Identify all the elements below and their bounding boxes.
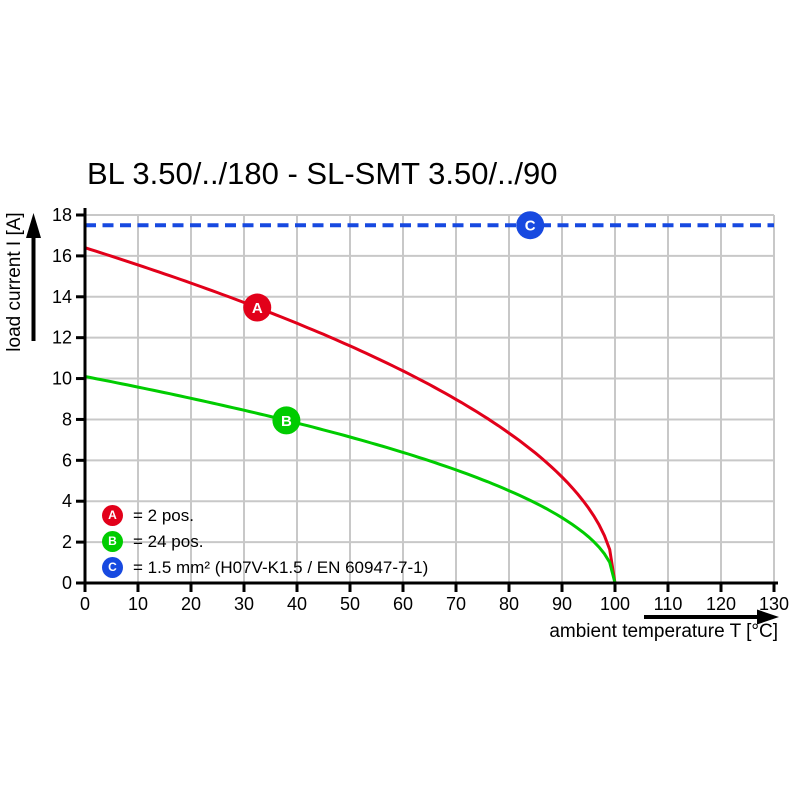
legend-label: = 1.5 mm² (H07V-K1.5 / EN 60947-7-1) bbox=[133, 557, 429, 577]
x-tick-label: 0 bbox=[80, 594, 90, 614]
curve-marker-b-icon bbox=[272, 406, 301, 435]
x-tick-label: 10 bbox=[128, 594, 148, 614]
x-tick-label: 100 bbox=[600, 594, 630, 614]
legend-marker-a-icon: A bbox=[102, 505, 123, 526]
x-tick-label: 120 bbox=[706, 594, 736, 614]
legend-item-c: C = 1.5 mm² (H07V-K1.5 / EN 60947-7-1) bbox=[102, 557, 428, 578]
curve-marker-letter: A bbox=[252, 300, 263, 317]
x-tick-label: 80 bbox=[499, 594, 519, 614]
curve-B bbox=[84, 375, 617, 584]
x-tick-label: 130 bbox=[759, 594, 789, 614]
y-tick-label: 4 bbox=[62, 491, 72, 511]
x-tick-label: 20 bbox=[181, 594, 201, 614]
x-axis-label: ambient temperature T [°C] bbox=[549, 621, 778, 642]
y-tick-label: 2 bbox=[62, 532, 72, 552]
y-tick-label: 8 bbox=[62, 409, 72, 429]
x-tick-label: 50 bbox=[340, 594, 360, 614]
x-tick-label: 90 bbox=[552, 594, 572, 614]
legend-label: = 2 pos. bbox=[133, 505, 194, 525]
legend-label: = 24 pos. bbox=[133, 531, 204, 551]
y-tick-label: 10 bbox=[52, 369, 72, 389]
curve-marker-letter: C bbox=[525, 218, 536, 235]
curve-marker-letter: B bbox=[281, 413, 292, 430]
curve-marker-a-icon bbox=[243, 293, 272, 322]
y-tick-label: 14 bbox=[52, 287, 72, 307]
x-tick-label: 30 bbox=[234, 594, 254, 614]
curve-A bbox=[84, 246, 617, 584]
x-tick-label: 60 bbox=[393, 594, 413, 614]
y-tick-label: 6 bbox=[62, 450, 72, 470]
y-axis-arrowhead-icon bbox=[26, 213, 41, 238]
chart-title: BL 3.50/../180 - SL-SMT 3.50/../90 bbox=[87, 156, 558, 191]
x-axis-arrowhead-icon bbox=[757, 609, 779, 625]
legend-marker-b-icon: B bbox=[102, 531, 123, 552]
x-tick-label: 110 bbox=[654, 594, 683, 614]
y-tick-label: 0 bbox=[62, 573, 72, 593]
y-tick-label: 18 bbox=[52, 205, 72, 225]
y-tick-label: 12 bbox=[52, 328, 72, 348]
legend-item-a: A = 2 pos. bbox=[102, 505, 194, 526]
x-tick-label: 70 bbox=[446, 594, 466, 614]
legend-item-b: B = 24 pos. bbox=[102, 531, 203, 552]
curve-marker-c-icon bbox=[516, 211, 545, 240]
x-tick-label: 40 bbox=[287, 594, 307, 614]
legend-marker-c-icon: C bbox=[102, 557, 123, 578]
y-tick-label: 16 bbox=[52, 246, 72, 266]
